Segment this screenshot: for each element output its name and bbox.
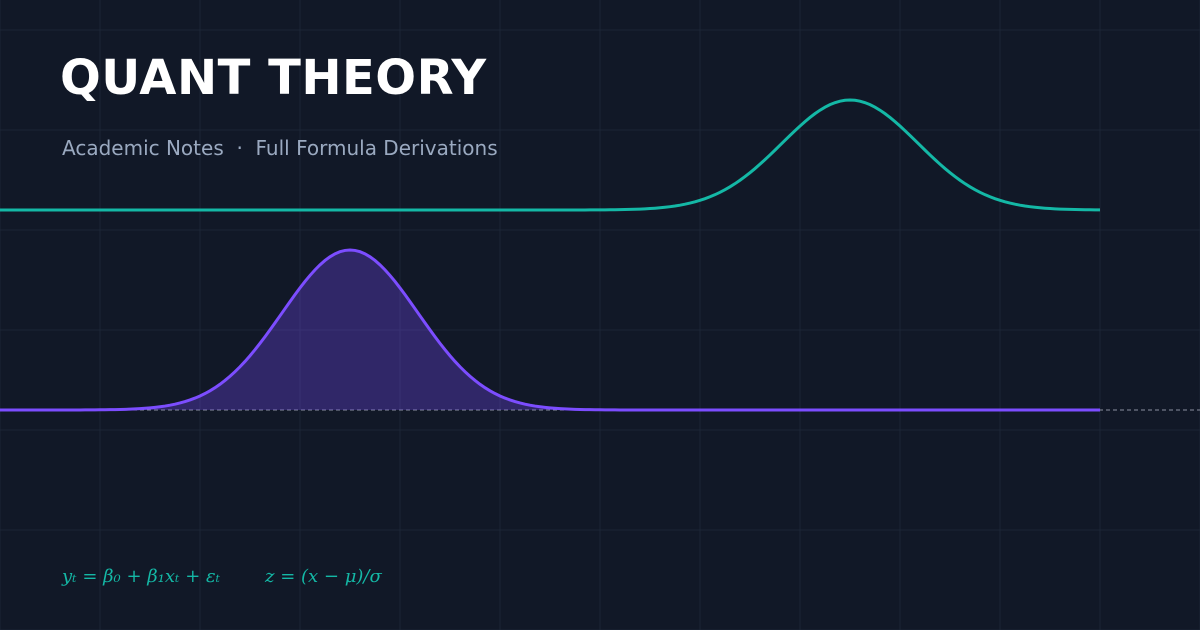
subtitle: Academic Notes · Full Formula Derivation… xyxy=(62,136,498,160)
title: QUANT THEORY xyxy=(60,50,487,106)
purple-curve xyxy=(0,248,1100,412)
curve-fill xyxy=(0,250,1100,410)
formula: z = (x − μ)/σ xyxy=(265,566,382,587)
teal-curve xyxy=(0,98,1101,212)
formula: yₜ = β₀ + β₁xₜ + εₜ xyxy=(62,566,221,587)
